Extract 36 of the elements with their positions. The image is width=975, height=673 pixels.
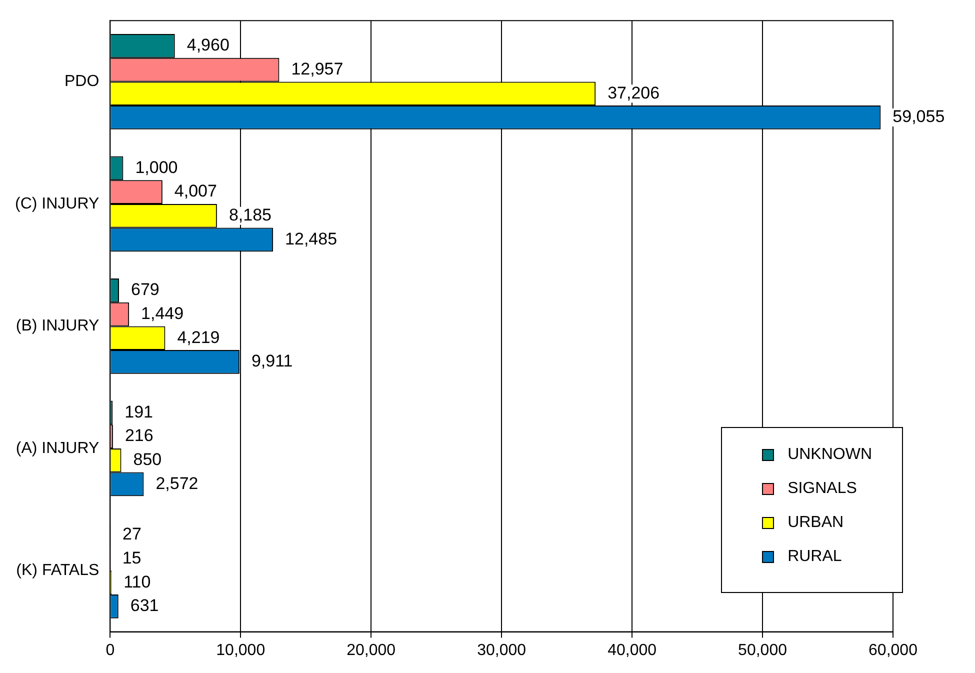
data-label: 679	[131, 280, 160, 300]
data-label: 15	[122, 548, 142, 568]
x-tick-label: 40,000	[608, 642, 657, 659]
data-label: 4,219	[177, 328, 220, 347]
x-tick-label: 0	[106, 642, 115, 659]
y-tick-label: (C) INJURY	[14, 195, 100, 212]
data-label: 2,572	[156, 474, 198, 493]
x-tick-label: 10,000	[216, 642, 266, 659]
data-label: 191	[124, 402, 154, 422]
y-tick-label: (B) INJURY	[16, 318, 100, 335]
data-label: 12,957	[291, 59, 344, 78]
data-label: 4,960	[186, 36, 230, 55]
data-label: 1,000	[135, 158, 178, 177]
data-label: 12,485	[285, 229, 338, 248]
data-label: 850	[133, 450, 162, 470]
data-label: 8,185	[228, 206, 272, 225]
y-tick-label: PDO	[64, 73, 100, 90]
data-label: 37,206	[608, 83, 660, 102]
legend-label: UNKNOWN	[788, 446, 872, 464]
y-tick-label: (A) INJURY	[16, 440, 100, 457]
data-label: 27	[122, 524, 142, 544]
y-tick-label: (K) FATALS	[16, 562, 100, 580]
legend-label: SIGNALS	[788, 480, 857, 498]
legend-label: URBAN	[788, 514, 844, 532]
data-label: 59,055	[892, 107, 945, 126]
x-tick-label: 30,000	[477, 642, 526, 659]
data-label: 216	[124, 426, 154, 446]
data-label: 1,449	[141, 304, 184, 323]
data-label: 9,911	[251, 352, 293, 371]
x-tick-label: 20,000	[346, 642, 396, 659]
legend-label: RURAL	[788, 548, 842, 566]
data-label: 4,007	[174, 182, 217, 201]
x-tick-label: 60,000	[868, 642, 918, 659]
x-tick-label: 50,000	[738, 642, 788, 659]
data-label: 110	[124, 572, 151, 592]
data-label: 631	[130, 596, 159, 616]
